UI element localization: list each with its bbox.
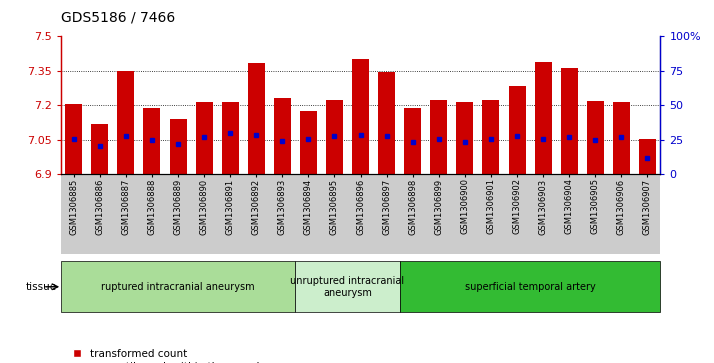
Text: GDS5186 / 7466: GDS5186 / 7466: [61, 11, 175, 25]
Bar: [639, 139, 656, 174]
Bar: [300, 111, 317, 174]
Bar: [431, 99, 447, 174]
Bar: [326, 99, 343, 174]
Bar: [613, 102, 630, 174]
Bar: [65, 104, 82, 174]
Bar: [196, 102, 213, 174]
Bar: [508, 86, 526, 174]
Bar: [378, 72, 395, 174]
Bar: [404, 107, 421, 174]
Bar: [91, 124, 109, 174]
Bar: [222, 102, 238, 174]
Bar: [274, 98, 291, 174]
Bar: [587, 101, 604, 174]
Bar: [456, 102, 473, 174]
Bar: [535, 62, 552, 174]
Text: tissue: tissue: [26, 282, 57, 292]
Bar: [169, 119, 186, 174]
Bar: [144, 107, 161, 174]
Bar: [560, 69, 578, 174]
Bar: [117, 71, 134, 174]
Text: superficial temporal artery: superficial temporal artery: [465, 282, 595, 292]
Text: unruptured intracranial
aneurysm: unruptured intracranial aneurysm: [291, 276, 405, 298]
Bar: [483, 99, 499, 174]
Bar: [352, 59, 369, 174]
Legend: transformed count, percentile rank within the sample: transformed count, percentile rank withi…: [73, 349, 266, 363]
Bar: [248, 63, 265, 174]
Text: ruptured intracranial aneurysm: ruptured intracranial aneurysm: [101, 282, 255, 292]
